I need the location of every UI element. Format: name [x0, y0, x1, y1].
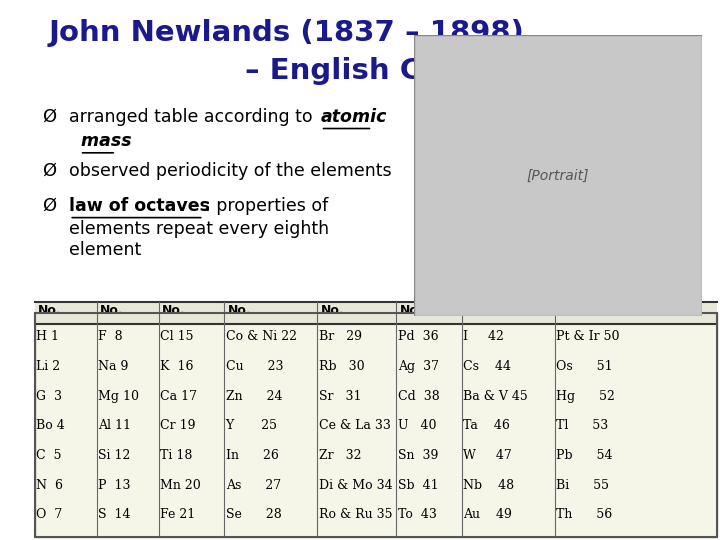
- Text: mass: mass: [69, 132, 132, 150]
- Text: Tl      53: Tl 53: [556, 419, 608, 432]
- Text: F  8: F 8: [98, 330, 123, 343]
- Text: element: element: [69, 241, 142, 259]
- Text: No.: No.: [558, 304, 582, 317]
- Text: [Portrait]: [Portrait]: [527, 168, 589, 183]
- Bar: [35, 313, 716, 537]
- Text: Se      28: Se 28: [225, 508, 282, 522]
- Text: Os      51: Os 51: [556, 360, 613, 373]
- Text: Ro & Ru 35: Ro & Ru 35: [318, 508, 392, 522]
- Text: Zr   32: Zr 32: [318, 449, 361, 462]
- Text: Cr 19: Cr 19: [161, 419, 196, 432]
- Bar: [35, 313, 716, 537]
- Text: No.: No.: [228, 304, 251, 317]
- Text: observed periodicity of the elements: observed periodicity of the elements: [69, 162, 392, 180]
- Text: W     47: W 47: [463, 449, 512, 462]
- Text: elements repeat every eighth: elements repeat every eighth: [69, 220, 330, 238]
- Text: arranged table according to: arranged table according to: [69, 108, 318, 126]
- Text: S  14: S 14: [98, 508, 131, 522]
- Text: No.: No.: [400, 304, 423, 317]
- Text: O  7: O 7: [36, 508, 63, 522]
- Text: Mg 10: Mg 10: [98, 389, 139, 403]
- Text: Ti 18: Ti 18: [161, 449, 193, 462]
- Text: Ca 17: Ca 17: [161, 389, 197, 403]
- Text: N  6: N 6: [36, 478, 63, 491]
- Text: Cu      23: Cu 23: [225, 360, 283, 373]
- Text: Ce & La 33: Ce & La 33: [318, 419, 390, 432]
- Text: Sr   31: Sr 31: [318, 389, 361, 403]
- Text: Br   29: Br 29: [318, 330, 361, 343]
- Text: Si 12: Si 12: [98, 449, 130, 462]
- Text: To  43: To 43: [397, 508, 436, 522]
- Text: No.: No.: [320, 304, 344, 317]
- Text: Nb    48: Nb 48: [463, 478, 514, 491]
- Text: In      26: In 26: [225, 449, 279, 462]
- Text: Cd  38: Cd 38: [397, 389, 439, 403]
- Text: P  13: P 13: [98, 478, 131, 491]
- Text: Li 2: Li 2: [36, 360, 60, 373]
- Text: Cs    44: Cs 44: [463, 360, 511, 373]
- Text: U   40: U 40: [397, 419, 436, 432]
- Text: Pt & Ir 50: Pt & Ir 50: [556, 330, 620, 343]
- Text: H 1: H 1: [36, 330, 59, 343]
- Text: Ta    46: Ta 46: [463, 419, 510, 432]
- Text: Al 11: Al 11: [98, 419, 131, 432]
- Text: No.: No.: [465, 304, 489, 317]
- Text: Co & Ni 22: Co & Ni 22: [225, 330, 297, 343]
- Text: Na 9: Na 9: [98, 360, 129, 373]
- Text: John Newlands (1837 – 1898): John Newlands (1837 – 1898): [48, 19, 524, 47]
- Text: Th      56: Th 56: [556, 508, 613, 522]
- Text: law of octaves: law of octaves: [69, 197, 210, 215]
- Text: Pd  36: Pd 36: [397, 330, 438, 343]
- Text: Fe 21: Fe 21: [161, 508, 196, 522]
- Text: Mn 20: Mn 20: [161, 478, 201, 491]
- Text: No.: No.: [162, 304, 186, 317]
- Text: K  16: K 16: [161, 360, 194, 373]
- Text: Y       25: Y 25: [225, 419, 278, 432]
- Text: Ba & V 45: Ba & V 45: [463, 389, 528, 403]
- Text: atomic: atomic: [320, 108, 387, 126]
- Text: Sb  41: Sb 41: [397, 478, 438, 491]
- Text: Au    49: Au 49: [463, 508, 512, 522]
- Text: C  5: C 5: [36, 449, 62, 462]
- Text: I     42: I 42: [463, 330, 504, 343]
- Text: Zn      24: Zn 24: [225, 389, 282, 403]
- Text: Rb   30: Rb 30: [318, 360, 364, 373]
- Text: No.: No.: [100, 304, 124, 317]
- Text: Hg      52: Hg 52: [556, 389, 615, 403]
- Text: Pb      54: Pb 54: [556, 449, 613, 462]
- Text: Ø: Ø: [42, 162, 56, 180]
- Text: Ø: Ø: [42, 108, 56, 126]
- Text: Bi      55: Bi 55: [556, 478, 609, 491]
- Bar: [35, 302, 716, 324]
- Text: Bo 4: Bo 4: [36, 419, 65, 432]
- Text: – English Chemist: – English Chemist: [246, 57, 534, 85]
- Text: Ag  37: Ag 37: [397, 360, 438, 373]
- Text: Di & Mo 34: Di & Mo 34: [318, 478, 392, 491]
- Text: G  3: G 3: [36, 389, 63, 403]
- Text: As      27: As 27: [225, 478, 281, 491]
- Text: No.: No.: [38, 304, 62, 317]
- Text: : properties of: : properties of: [205, 197, 328, 215]
- Text: Sn  39: Sn 39: [397, 449, 438, 462]
- Text: Cl 15: Cl 15: [161, 330, 194, 343]
- Text: Ø: Ø: [42, 197, 56, 215]
